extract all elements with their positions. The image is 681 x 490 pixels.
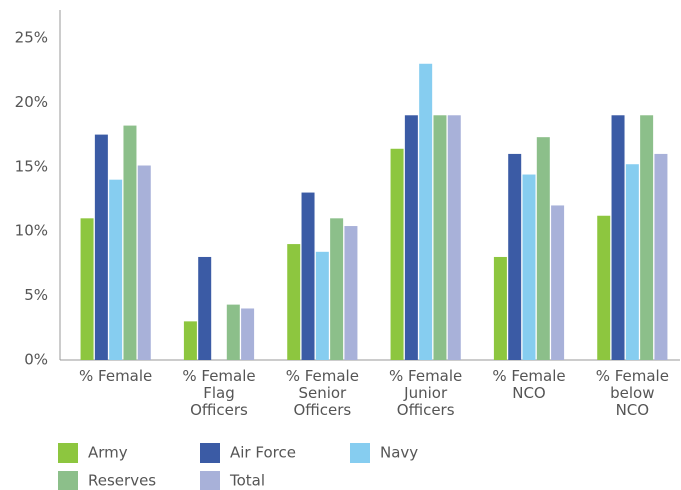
bar [183, 321, 197, 360]
bar [123, 125, 137, 360]
bar [493, 256, 507, 360]
bar [226, 304, 240, 360]
legend-label: Total [229, 472, 265, 490]
bar [611, 115, 625, 360]
x-tick-label: % Female below NCO [595, 367, 669, 419]
bar [287, 244, 301, 360]
legend-label: Navy [380, 444, 418, 462]
bar [198, 256, 212, 360]
bar [344, 226, 358, 360]
bar [433, 115, 447, 360]
bar [447, 115, 461, 360]
x-tick-label: % Female NCO [492, 367, 566, 402]
bar [241, 308, 255, 360]
bar [315, 251, 329, 360]
bar [522, 174, 536, 360]
bar [404, 115, 418, 360]
bar [390, 148, 404, 360]
legend-label: Air Force [230, 444, 296, 462]
x-tick-label: % Female Senior Officers [285, 367, 359, 419]
y-tick-label: 0% [24, 351, 48, 369]
bar [419, 63, 433, 360]
legend-swatch [200, 471, 220, 490]
x-tick-label: % Female [79, 367, 153, 385]
y-tick-label: 25% [15, 29, 48, 47]
bar [137, 165, 151, 360]
legend-swatch [58, 443, 78, 463]
y-tick-label: 20% [15, 93, 48, 111]
x-tick-label: % Female Flag Officers [182, 367, 256, 419]
bar [640, 115, 654, 360]
bar [551, 205, 565, 360]
bar [508, 153, 522, 360]
legend-swatch [58, 471, 78, 490]
bar [654, 153, 668, 360]
bar [109, 179, 123, 360]
legend-swatch [200, 443, 220, 463]
bar [536, 137, 550, 360]
bar [625, 164, 639, 360]
y-tick-label: 10% [15, 222, 48, 240]
x-tick-label: % Female Junior Officers [389, 367, 463, 419]
legend-label: Army [88, 444, 128, 462]
y-tick-label: 5% [24, 286, 48, 304]
y-tick-label: 15% [15, 157, 48, 175]
legend-swatch [350, 443, 370, 463]
bar [80, 218, 94, 360]
bar [94, 134, 108, 360]
legend-label: Reserves [88, 472, 156, 490]
bar [301, 192, 315, 360]
bar [597, 215, 611, 360]
bar [330, 218, 344, 360]
